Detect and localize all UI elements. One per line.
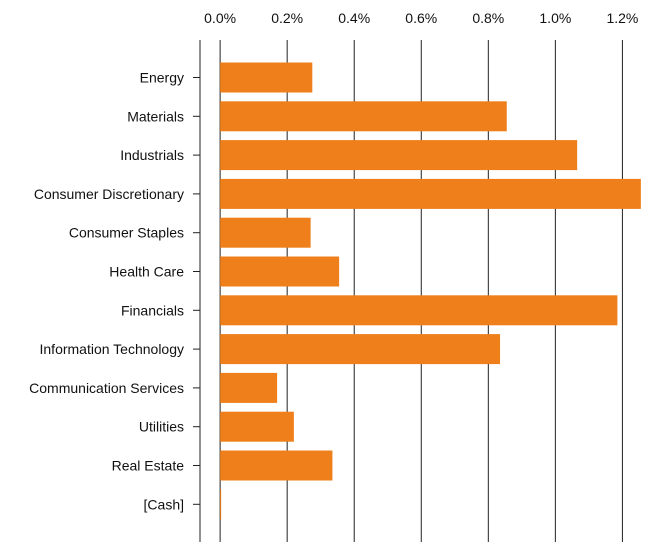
category-labels: Energy Materials Industrials Consumer Discr… xyxy=(29,70,184,513)
bar xyxy=(220,217,311,248)
category-label: Utilities xyxy=(139,419,184,435)
category-label: Energy xyxy=(140,70,184,86)
bar xyxy=(220,178,641,209)
category-label: Information Technology xyxy=(40,341,185,357)
bar xyxy=(220,140,578,171)
bar xyxy=(220,295,618,326)
category-label: Consumer Discretionary xyxy=(34,186,184,202)
bar xyxy=(220,334,501,365)
category-label: Industrials xyxy=(120,147,184,163)
category-label: [Cash] xyxy=(144,496,184,512)
category-label: Consumer Staples xyxy=(69,225,184,241)
category-label: Financials xyxy=(121,302,184,318)
x-tick-label: 0.6% xyxy=(405,10,437,26)
bars xyxy=(220,62,641,520)
bar xyxy=(220,256,340,287)
x-tick-label: 0.2% xyxy=(271,10,303,26)
bar xyxy=(220,372,278,403)
bar xyxy=(220,62,313,93)
x-tick-label: 0.0% xyxy=(204,10,236,26)
bar xyxy=(220,411,294,442)
bar xyxy=(220,450,333,481)
category-label: Real Estate xyxy=(112,458,185,474)
x-tick-label: 0.4% xyxy=(338,10,370,26)
category-label: Health Care xyxy=(109,264,184,280)
x-tick-label: 1.2% xyxy=(606,10,638,26)
x-tick-labels: 0.0% 0.2% 0.4% 0.6% 0.8% 1.0% 1.2% xyxy=(204,10,638,26)
x-tick-label: 1.0% xyxy=(539,10,571,26)
category-label: Communication Services xyxy=(29,380,184,396)
bar xyxy=(220,101,507,132)
bar xyxy=(220,489,222,520)
axes xyxy=(193,40,201,542)
category-label: Materials xyxy=(127,108,184,124)
x-tick-label: 0.8% xyxy=(472,10,504,26)
